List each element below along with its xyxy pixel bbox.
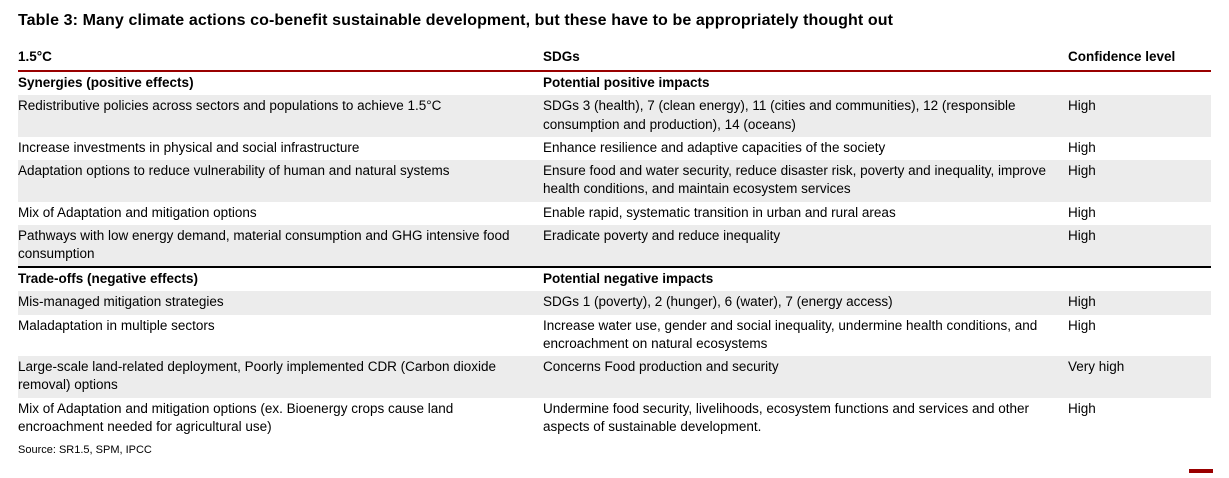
table-row: Maladaptation in multiple sectors Increas… [18, 315, 1211, 356]
confidence-cell: High [1068, 139, 1096, 155]
source-note: Source: SR1.5, SPM, IPCC [18, 443, 152, 456]
action-cell: Pathways with low energy demand, materia… [18, 224, 543, 268]
section-header-row: Trade-offs (negative effects) Potential n… [18, 266, 1211, 292]
table-header: 1.5°C SDGs Confidence level [18, 46, 1211, 73]
table-row: Mis-managed mitigation strategies SDGs 1 … [18, 291, 1211, 315]
confidence-cell: High [1068, 400, 1096, 416]
confidence-cell: High [1068, 224, 1211, 268]
action-cell: Redistributive policies across sectors a… [18, 95, 543, 137]
impact-cell: Ensure food and water security, reduce d… [543, 160, 1068, 202]
column-header-confidence-level: Confidence level [1068, 46, 1211, 73]
action-cell: Large-scale land-related deployment, Poo… [18, 356, 543, 398]
action-cell: Mix of Adaptation and mitigation options… [18, 400, 454, 434]
column-header-row: 1.5°C SDGs Confidence level [18, 46, 1211, 73]
section-header-cell [1068, 71, 1211, 96]
action-cell: Increase investments in physical and soc… [18, 139, 360, 155]
confidence-cell: High [1068, 317, 1096, 333]
impact-cell: Concerns Food production and security [543, 356, 1068, 398]
section-header-cell: Potential negative impacts [543, 266, 1068, 292]
action-cell: Adaptation options to reduce vulnerabili… [18, 160, 543, 202]
table-row: Adaptation options to reduce vulnerabili… [18, 160, 1211, 202]
section-header-cell: Synergies (positive effects) [18, 71, 543, 96]
impact-cell: Enhance resilience and adaptive capaciti… [543, 139, 886, 155]
table-row: Large-scale land-related deployment, Poo… [18, 356, 1211, 398]
confidence-cell: Very high [1068, 356, 1211, 398]
confidence-cell: High [1068, 291, 1211, 315]
column-header-1-5c: 1.5°C [18, 46, 543, 73]
climate-actions-table: 1.5°C SDGs Confidence level Synergies (p… [18, 46, 1211, 439]
column-header-sdgs: SDGs [543, 46, 1068, 73]
impact-cell: SDGs 3 (health), 7 (clean energy), 11 (c… [543, 95, 1068, 137]
impact-cell: Eradicate poverty and reduce inequality [543, 224, 1068, 268]
confidence-cell: High [1068, 95, 1211, 137]
table-row: Mix of Adaptation and mitigation options… [18, 398, 1211, 439]
table-body: Synergies (positive effects) Potential po… [18, 71, 1211, 439]
section-header-cell [1068, 266, 1211, 292]
table-row: Pathways with low energy demand, materia… [18, 224, 1211, 268]
page-corner-mark [1189, 469, 1213, 473]
impact-cell: Undermine food security, livelihoods, ec… [543, 400, 1029, 434]
section-header-cell: Potential positive impacts [543, 71, 1068, 96]
table-row: Increase investments in physical and soc… [18, 137, 1211, 160]
table-title: Table 3: Many climate actions co-benefit… [18, 12, 894, 29]
report-table-page: Table 3: Many climate actions co-benefit… [18, 12, 1211, 456]
impact-cell: Increase water use, gender and social in… [543, 317, 1038, 351]
action-cell: Mix of Adaptation and mitigation options [18, 204, 257, 220]
table-row: Mix of Adaptation and mitigation options… [18, 202, 1211, 225]
confidence-cell: High [1068, 160, 1211, 202]
impact-cell: Enable rapid, systematic transition in u… [543, 204, 896, 220]
section-header-cell: Trade-offs (negative effects) [18, 266, 543, 292]
confidence-cell: High [1068, 204, 1096, 220]
table-row: Redistributive policies across sectors a… [18, 95, 1211, 137]
action-cell: Maladaptation in multiple sectors [18, 317, 215, 333]
impact-cell: SDGs 1 (poverty), 2 (hunger), 6 (water),… [543, 291, 1068, 315]
action-cell: Mis-managed mitigation strategies [18, 291, 543, 315]
section-header-row: Synergies (positive effects) Potential po… [18, 71, 1211, 96]
